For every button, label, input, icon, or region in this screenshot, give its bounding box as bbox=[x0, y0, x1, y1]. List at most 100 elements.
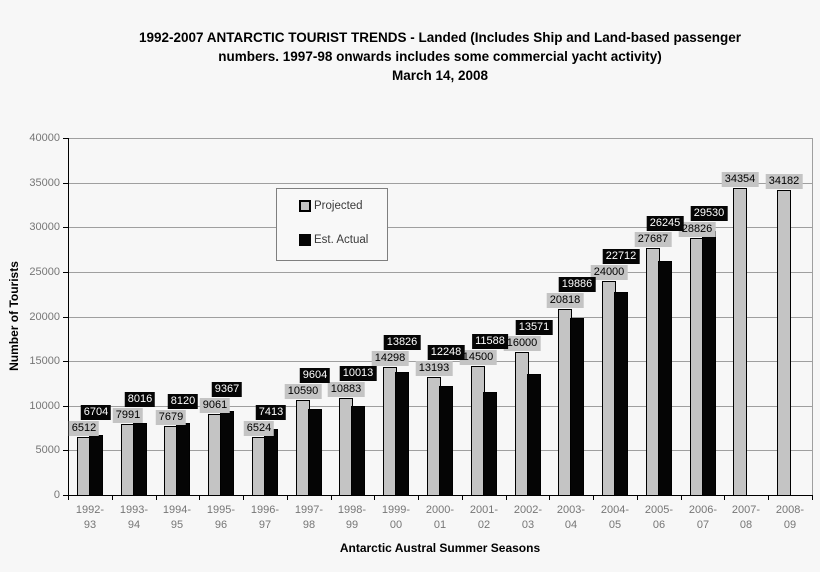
x-tick-label-2001-02: 2001- 02 bbox=[469, 504, 499, 531]
bar-actual-1996-97 bbox=[264, 429, 278, 496]
chart-title-date: March 14, 2008 bbox=[391, 68, 489, 83]
bar-label-actual-1994-95: 8120 bbox=[167, 394, 199, 409]
x-tick-label-1996-97: 1996- 97 bbox=[250, 504, 280, 531]
bar-label-projected-2008-09: 34182 bbox=[765, 174, 803, 189]
x-tick bbox=[156, 495, 157, 500]
y-tick-label: 0 bbox=[53, 489, 60, 501]
y-tick-label: 40000 bbox=[29, 132, 60, 144]
bar-label-actual-1995-96: 9367 bbox=[211, 382, 243, 397]
x-tick bbox=[68, 495, 69, 500]
x-tick-label-1995-96: 1995- 96 bbox=[206, 504, 236, 531]
bar-label-actual-2002-03: 13571 bbox=[515, 320, 553, 335]
gridline-35000 bbox=[68, 183, 812, 184]
bar-label-projected-1996-97: 6524 bbox=[243, 421, 275, 436]
plot-right-border bbox=[812, 138, 813, 495]
y-tick-40000 bbox=[63, 138, 68, 139]
bar-actual-1997-98 bbox=[308, 409, 322, 496]
x-tick-label-1994-95: 1994- 95 bbox=[162, 504, 192, 531]
x-tick-label-1999-00: 1999- 00 bbox=[381, 504, 411, 531]
bar-actual-2005-06 bbox=[658, 261, 672, 496]
bar-label-actual-1997-98: 9604 bbox=[299, 368, 331, 383]
legend-item-projected: Projected bbox=[299, 200, 363, 212]
x-tick bbox=[418, 495, 419, 500]
bar-label-projected-1999-00: 14298 bbox=[371, 351, 409, 366]
x-tick-label-2007-08: 2007- 08 bbox=[731, 504, 761, 531]
y-tick-0 bbox=[63, 495, 68, 496]
y-tick-label: 10000 bbox=[29, 400, 60, 412]
bar-label-actual-1996-97: 7413 bbox=[255, 405, 287, 420]
bar-label-actual-2006-07: 29530 bbox=[690, 206, 728, 221]
bar-label-projected-2000-01: 13193 bbox=[415, 361, 453, 376]
bar-actual-1993-94 bbox=[133, 423, 147, 496]
x-tick bbox=[681, 495, 682, 500]
x-tick bbox=[724, 495, 725, 500]
x-tick-label-2004-05: 2004- 05 bbox=[600, 504, 630, 531]
bar-actual-1999-00 bbox=[395, 372, 409, 496]
x-tick bbox=[331, 495, 332, 500]
bar-label-projected-2006-07: 28826 bbox=[678, 222, 716, 237]
x-tick-label-2006-07: 2006- 07 bbox=[688, 504, 718, 531]
bar-label-projected-1994-95: 7679 bbox=[155, 410, 187, 425]
y-tick-15000 bbox=[63, 361, 68, 362]
x-tick bbox=[637, 495, 638, 500]
x-tick bbox=[593, 495, 594, 500]
y-tick-20000 bbox=[63, 317, 68, 318]
bar-label-projected-1995-96: 9061 bbox=[199, 398, 231, 413]
y-axis-line bbox=[68, 138, 69, 495]
x-tick bbox=[462, 495, 463, 500]
bar-label-actual-1993-94: 8016 bbox=[124, 392, 156, 407]
bar-label-projected-2004-05: 24000 bbox=[590, 265, 628, 280]
x-tick-label-1992-93: 1992- 93 bbox=[75, 504, 105, 531]
x-tick-label-1997-98: 1997- 98 bbox=[294, 504, 324, 531]
gridline-40000 bbox=[68, 138, 812, 139]
x-tick bbox=[199, 495, 200, 500]
bar-label-actual-1992-93: 6704 bbox=[80, 405, 112, 420]
bar-label-projected-1993-94: 7991 bbox=[112, 408, 144, 423]
y-tick-label: 30000 bbox=[29, 221, 60, 233]
bar-actual-1995-96 bbox=[220, 411, 234, 496]
y-tick-10000 bbox=[63, 406, 68, 407]
bar-label-projected-2001-02: 14500 bbox=[459, 350, 497, 365]
bar-actual-2004-05 bbox=[614, 292, 628, 496]
gridline-20000 bbox=[68, 317, 812, 318]
bar-actual-2006-07 bbox=[702, 231, 716, 496]
chart-title-line-1: 1992-2007 ANTARCTIC TOURIST TRENDS - Lan… bbox=[138, 30, 742, 45]
bar-label-actual-2004-05: 22712 bbox=[602, 249, 640, 264]
bar-actual-2003-04 bbox=[570, 318, 584, 496]
bar-label-actual-2005-06: 26245 bbox=[646, 216, 684, 231]
bar-label-projected-2007-08: 34354 bbox=[721, 172, 759, 187]
bar-label-projected-2002-03: 16000 bbox=[503, 336, 541, 351]
legend-label-est-actual: Est. Actual bbox=[314, 234, 369, 246]
bar-actual-1998-99 bbox=[351, 406, 365, 496]
x-tick-label-2002-03: 2002- 03 bbox=[513, 504, 543, 531]
projected-series-swatch-icon bbox=[299, 200, 311, 212]
bar-label-actual-2001-02: 11588 bbox=[472, 334, 508, 349]
bar-label-projected-1998-99: 10883 bbox=[327, 382, 365, 397]
gridline-30000 bbox=[68, 227, 812, 228]
bar-label-actual-1998-99: 10013 bbox=[339, 366, 377, 381]
bar-actual-2000-01 bbox=[439, 386, 453, 496]
y-tick-label: 20000 bbox=[29, 311, 60, 323]
x-tick bbox=[549, 495, 550, 500]
bar-label-actual-1999-00: 13826 bbox=[383, 335, 421, 350]
y-tick-label: 25000 bbox=[29, 266, 60, 278]
bar-label-projected-2005-06: 27687 bbox=[634, 232, 672, 247]
chart-title-line-2: numbers. 1997-98 onwards includes some c… bbox=[218, 49, 662, 64]
y-tick-label: 5000 bbox=[35, 444, 60, 456]
legend-item-est-actual: Est. Actual bbox=[299, 234, 368, 246]
x-tick bbox=[287, 495, 288, 500]
x-tick-label-2000-01: 2000- 01 bbox=[425, 504, 455, 531]
x-tick bbox=[506, 495, 507, 500]
actual-series-swatch-icon bbox=[299, 234, 311, 246]
x-axis-title: Antarctic Austral Summer Seasons bbox=[339, 541, 541, 555]
bar-projected-2007-08 bbox=[733, 188, 747, 496]
x-tick-label-2008-09: 2008- 09 bbox=[775, 504, 805, 531]
x-tick-label-2003-04: 2003- 04 bbox=[556, 504, 586, 531]
bar-actual-1994-95 bbox=[176, 423, 190, 496]
bar-label-projected-1992-93: 6512 bbox=[68, 421, 100, 436]
x-tick-label-1993-94: 1993- 94 bbox=[119, 504, 149, 531]
y-tick-35000 bbox=[63, 183, 68, 184]
x-tick bbox=[812, 495, 813, 500]
bar-projected-2008-09 bbox=[777, 190, 791, 496]
